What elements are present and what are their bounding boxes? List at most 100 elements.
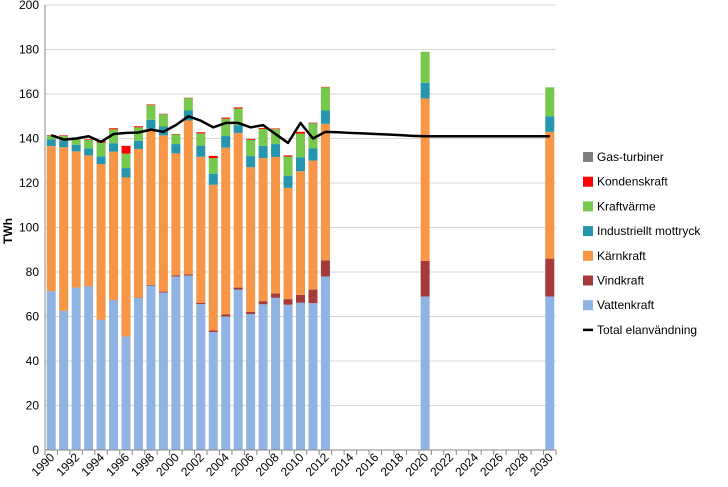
bar-segment <box>121 177 131 337</box>
legend-swatch <box>583 250 593 261</box>
y-tick-label: 20 <box>26 399 40 413</box>
bar-segment <box>46 139 56 147</box>
bar-segment <box>171 275 181 277</box>
bar-segment <box>221 314 231 317</box>
bar-segment <box>196 132 206 134</box>
bar-segment <box>146 285 156 450</box>
bar-segment <box>271 293 281 298</box>
bar-segment <box>545 87 555 117</box>
legend-label: Industriellt mottryck <box>597 224 701 238</box>
bar-segment <box>271 128 281 130</box>
bar-segment <box>196 133 206 146</box>
legend-label: Kraftvärme <box>597 199 656 213</box>
bar-segment <box>71 144 81 152</box>
bar-segment <box>308 160 318 290</box>
bar-segment <box>208 184 218 331</box>
bar-segment <box>158 291 168 293</box>
bar-segment <box>320 110 330 124</box>
bar-segment <box>320 123 330 261</box>
bar-segment <box>196 302 206 305</box>
bar-segment <box>59 140 69 148</box>
bar-segment <box>308 122 318 124</box>
bar-segment <box>545 116 555 132</box>
bar-segment <box>158 114 168 127</box>
bar-segment <box>84 286 94 450</box>
bar-segment <box>171 276 181 450</box>
bar-segment <box>296 302 305 450</box>
y-tick-label: 140 <box>19 132 39 146</box>
bar-segment <box>208 330 218 333</box>
bar-segment <box>420 260 430 297</box>
bar-segment <box>320 260 330 277</box>
bar-segment <box>208 155 218 159</box>
bar-segment <box>59 147 69 311</box>
bar-segment <box>208 332 218 450</box>
bar-segment <box>46 135 56 140</box>
bar-segment <box>71 287 81 450</box>
bar-segment <box>308 148 318 161</box>
bar-segment <box>258 304 268 450</box>
bar-segment <box>258 158 268 302</box>
legend: Gas-turbiner Kondenskraft Kraftvärme Indust… <box>583 150 701 337</box>
bar-segment <box>233 132 243 288</box>
bar-segment <box>296 131 305 134</box>
bar-segment <box>296 133 305 158</box>
bar-segment <box>146 104 156 106</box>
legend-label: Vattenkraft <box>597 298 655 312</box>
bar-segment <box>96 319 106 450</box>
bar-segment <box>221 136 231 148</box>
bar-segment <box>258 128 268 129</box>
bars <box>46 51 555 450</box>
bar-segment <box>246 156 256 168</box>
bar-segment <box>258 128 268 146</box>
bar-segment <box>133 127 143 141</box>
bar-segment <box>109 128 119 130</box>
bar-segment <box>109 300 119 450</box>
legend-label: Gas-turbiner <box>597 150 664 164</box>
bar-segment <box>59 135 69 137</box>
bar-segment <box>133 140 143 149</box>
legend-swatch <box>583 201 593 212</box>
bar-segment <box>109 151 119 301</box>
bar-segment <box>208 158 218 174</box>
bar-segment <box>271 297 281 450</box>
bar-segment <box>246 314 256 450</box>
bar-segment <box>121 168 131 178</box>
legend-swatch <box>583 176 593 187</box>
bar-segment <box>171 144 181 154</box>
bar-segment <box>196 145 206 157</box>
legend-swatch <box>583 152 593 162</box>
bar-segment <box>121 145 131 154</box>
y-tick-label: 160 <box>19 87 39 101</box>
bar-segment <box>221 147 231 315</box>
bar-segment <box>296 157 305 172</box>
y-tick-label: 180 <box>19 43 39 57</box>
bar-segment <box>146 119 156 129</box>
bar-segment <box>308 303 318 450</box>
bar-segment <box>171 134 181 145</box>
bar-segment <box>84 139 94 149</box>
bar-segment <box>46 291 56 450</box>
bar-segment <box>183 120 193 275</box>
bar-segment <box>208 173 218 185</box>
bar-segment <box>183 274 193 276</box>
bar-segment <box>121 336 131 450</box>
bar-segment <box>96 156 106 165</box>
bar-segment <box>158 292 168 450</box>
bar-segment <box>420 82 430 99</box>
bar-segment <box>59 136 69 141</box>
bar-segment <box>233 289 243 450</box>
legend-label: Kärnkraft <box>597 249 646 263</box>
bar-segment <box>308 289 318 304</box>
legend-swatch <box>583 275 593 286</box>
bar-segment <box>96 164 106 320</box>
legend-label: Total elanvändning <box>597 323 697 337</box>
y-axis-title: TWh <box>1 218 15 244</box>
bar-segment <box>320 87 330 111</box>
bar-segment <box>271 129 281 145</box>
bar-segment <box>258 145 268 159</box>
bar-segment <box>271 156 281 294</box>
bar-segment <box>196 156 206 303</box>
bar-segment <box>545 296 555 450</box>
bar-segment <box>246 167 256 312</box>
